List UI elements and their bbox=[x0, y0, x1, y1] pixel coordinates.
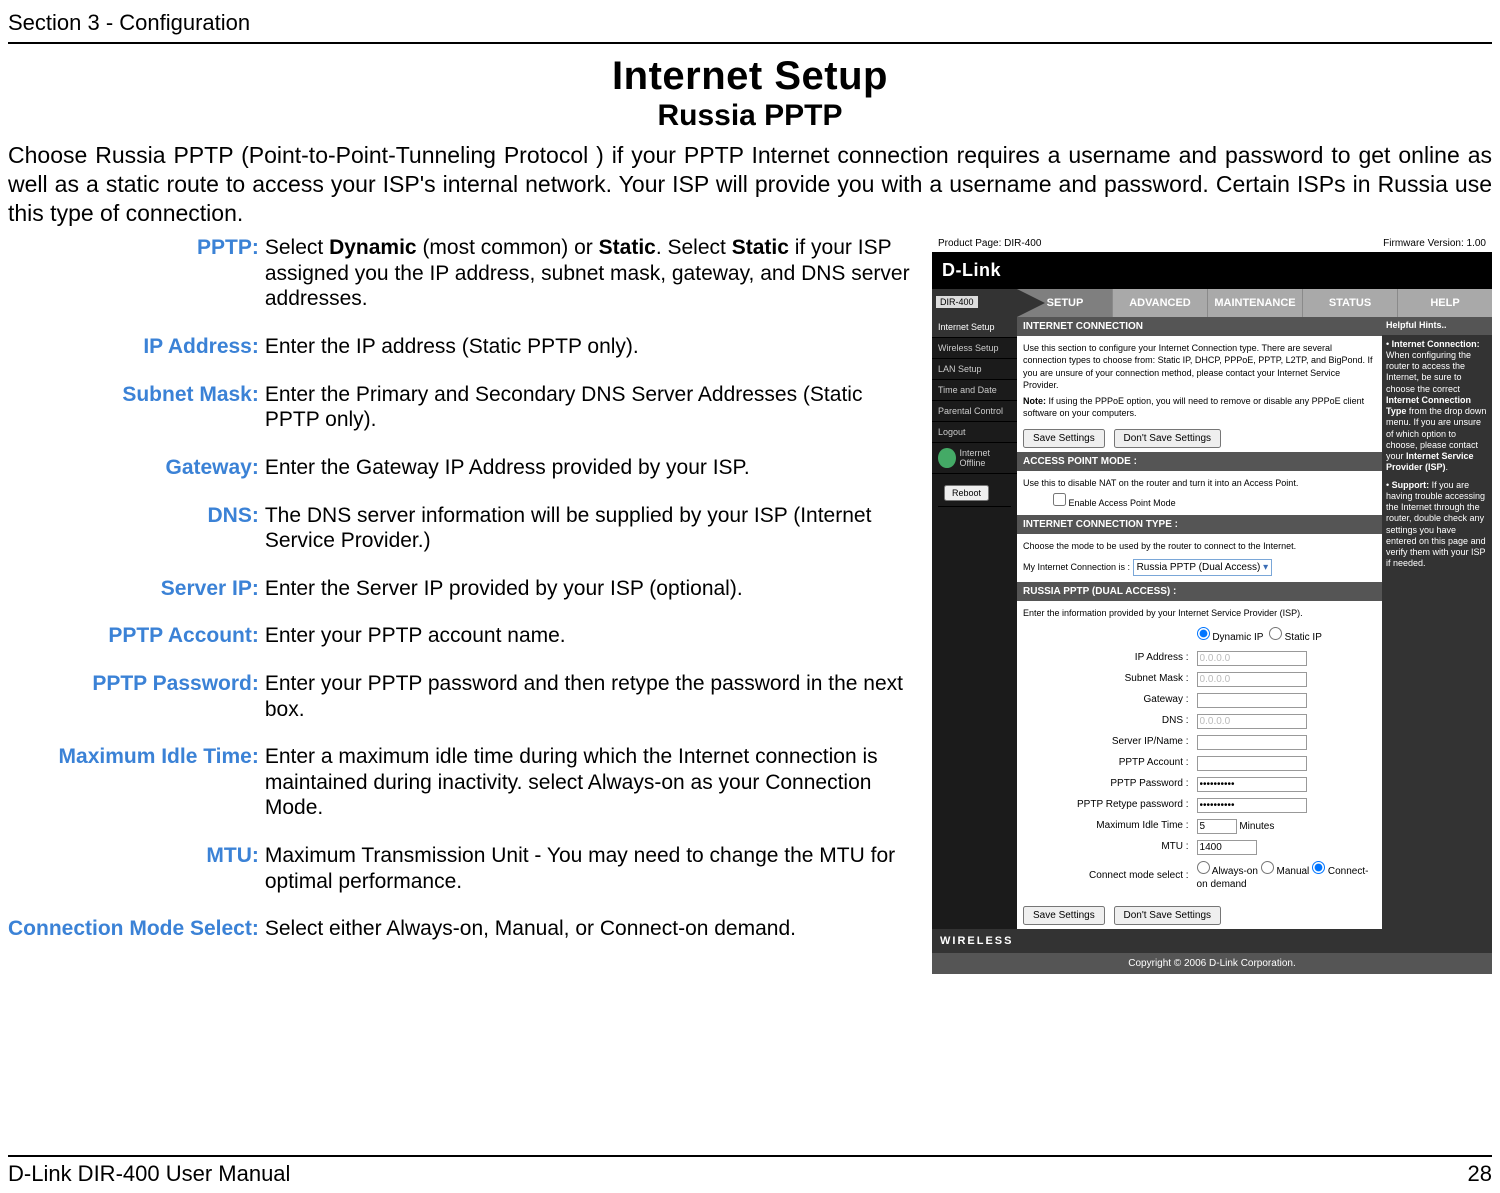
footer-left: D-Link DIR-400 User Manual bbox=[8, 1161, 290, 1187]
def-body: Maximum Transmission Unit - You may need… bbox=[265, 843, 922, 894]
reboot-button[interactable]: Reboot bbox=[944, 485, 989, 501]
sidebar-item-internet-setup[interactable]: Internet Setup bbox=[932, 317, 1017, 338]
always-on-radio[interactable] bbox=[1197, 861, 1210, 874]
def-body: Enter the Server IP provided by your ISP… bbox=[265, 576, 922, 602]
panel-ap-mode-text: Use this to disable NAT on the router an… bbox=[1023, 477, 1376, 489]
page-title: Internet Setup bbox=[8, 54, 1492, 99]
sidebar-item-logout[interactable]: Logout bbox=[932, 422, 1017, 443]
def-label: Server IP: bbox=[8, 576, 265, 602]
def-body: Enter the IP address (Static PPTP only). bbox=[265, 334, 922, 360]
dlink-logo: D-Link bbox=[932, 252, 1492, 289]
def-label: Connection Mode Select: bbox=[8, 916, 265, 942]
def-label: IP Address: bbox=[8, 334, 265, 360]
sidebar-item-time-date[interactable]: Time and Date bbox=[932, 380, 1017, 401]
page-subtitle: Russia PPTP bbox=[8, 99, 1492, 133]
def-label: DNS: bbox=[8, 503, 265, 554]
tab-advanced[interactable]: ADVANCED bbox=[1112, 289, 1207, 317]
definitions-list: PPTP:Select Dynamic (most common) or Sta… bbox=[8, 235, 922, 942]
panel-conn-type-header: INTERNET CONNECTION TYPE : bbox=[1017, 515, 1382, 534]
helpful-hints-header: Helpful Hints.. bbox=[1382, 317, 1492, 334]
dns-input[interactable] bbox=[1197, 714, 1307, 729]
helpful-hints-panel: Helpful Hints.. • Internet Connection: W… bbox=[1382, 317, 1492, 928]
globe-icon bbox=[938, 448, 956, 468]
def-label: PPTP Password: bbox=[8, 671, 265, 722]
panel-internet-connection-header: INTERNET CONNECTION bbox=[1017, 317, 1382, 336]
enable-ap-mode-checkbox[interactable] bbox=[1053, 493, 1066, 506]
sidebar-item-wireless-setup[interactable]: Wireless Setup bbox=[932, 338, 1017, 359]
sidebar-item-lan-setup[interactable]: LAN Setup bbox=[932, 359, 1017, 380]
copyright-bar: Copyright © 2006 D-Link Corporation. bbox=[932, 953, 1492, 974]
def-label: Subnet Mask: bbox=[8, 382, 265, 433]
section-header: Section 3 - Configuration bbox=[8, 10, 1492, 44]
def-body: Enter the Primary and Secondary DNS Serv… bbox=[265, 382, 922, 433]
dont-save-settings-button[interactable]: Don't Save Settings bbox=[1114, 429, 1222, 448]
max-idle-time-input[interactable] bbox=[1197, 819, 1237, 834]
wireless-bar: WIRELESS bbox=[932, 929, 1492, 953]
def-body: Enter your PPTP password and then retype… bbox=[265, 671, 922, 722]
connect-on-demand-radio[interactable] bbox=[1312, 861, 1325, 874]
internet-status: Internet Offline bbox=[932, 443, 1017, 474]
save-settings-button-2[interactable]: Save Settings bbox=[1023, 906, 1105, 925]
sidebar: Internet Setup Wireless Setup LAN Setup … bbox=[932, 317, 1017, 928]
firmware-label: Firmware Version: 1.00 bbox=[1383, 238, 1486, 249]
def-label: PPTP Account: bbox=[8, 623, 265, 649]
panel-russia-pptp-text: Enter the information provided by your I… bbox=[1023, 607, 1376, 619]
dynamic-ip-radio[interactable] bbox=[1197, 627, 1210, 640]
gateway-input[interactable] bbox=[1197, 693, 1307, 708]
pptp-password-input[interactable] bbox=[1197, 777, 1307, 792]
panel-internet-connection-text: Use this section to configure your Inter… bbox=[1023, 343, 1373, 389]
tab-help[interactable]: HELP bbox=[1397, 289, 1492, 317]
footer-page-number: 28 bbox=[1468, 1161, 1492, 1187]
panel-russia-pptp-header: RUSSIA PPTP (DUAL ACCESS) : bbox=[1017, 582, 1382, 601]
def-body: The DNS server information will be suppl… bbox=[265, 503, 922, 554]
mtu-input[interactable] bbox=[1197, 840, 1257, 855]
static-ip-radio[interactable] bbox=[1269, 627, 1282, 640]
model-badge: DIR-400 bbox=[932, 289, 1017, 317]
enable-ap-mode-label: Enable Access Point Mode bbox=[1069, 498, 1176, 508]
def-label: PPTP: bbox=[8, 235, 265, 312]
ip-address-input[interactable] bbox=[1197, 651, 1307, 666]
pptp-retype-password-input[interactable] bbox=[1197, 798, 1307, 813]
server-ip-input[interactable] bbox=[1197, 735, 1307, 750]
def-body: Enter the Gateway IP Address provided by… bbox=[265, 455, 922, 481]
router-screenshot: Product Page: DIR-400 Firmware Version: … bbox=[932, 235, 1492, 973]
sidebar-item-parental[interactable]: Parental Control bbox=[932, 401, 1017, 422]
tab-maintenance[interactable]: MAINTENANCE bbox=[1207, 289, 1302, 317]
intro-paragraph: Choose Russia PPTP (Point-to-Point-Tunne… bbox=[8, 141, 1492, 227]
def-body: Enter a maximum idle time during which t… bbox=[265, 744, 922, 821]
def-body: Select Dynamic (most common) or Static. … bbox=[265, 235, 922, 312]
panel-conn-type-text: Choose the mode to be used by the router… bbox=[1023, 540, 1376, 552]
product-page-label: Product Page: DIR-400 bbox=[938, 238, 1041, 249]
panel-ap-mode-header: ACCESS POINT MODE : bbox=[1017, 452, 1382, 471]
tab-status[interactable]: STATUS bbox=[1302, 289, 1397, 317]
manual-radio[interactable] bbox=[1261, 861, 1274, 874]
save-settings-button[interactable]: Save Settings bbox=[1023, 429, 1105, 448]
subnet-mask-input[interactable] bbox=[1197, 672, 1307, 687]
def-label: Maximum Idle Time: bbox=[8, 744, 265, 821]
pptp-account-input[interactable] bbox=[1197, 756, 1307, 771]
def-label: Gateway: bbox=[8, 455, 265, 481]
nav-tabs: DIR-400 SETUP ADVANCED MAINTENANCE STATU… bbox=[932, 289, 1492, 317]
def-label: MTU: bbox=[8, 843, 265, 894]
my-internet-connection-label: My Internet Connection is : bbox=[1023, 562, 1130, 572]
def-body: Select either Always-on, Manual, or Conn… bbox=[265, 916, 922, 942]
def-body: Enter your PPTP account name. bbox=[265, 623, 922, 649]
connection-type-select[interactable]: Russia PPTP (Dual Access) bbox=[1133, 559, 1273, 577]
dont-save-settings-button-2[interactable]: Don't Save Settings bbox=[1114, 906, 1222, 925]
